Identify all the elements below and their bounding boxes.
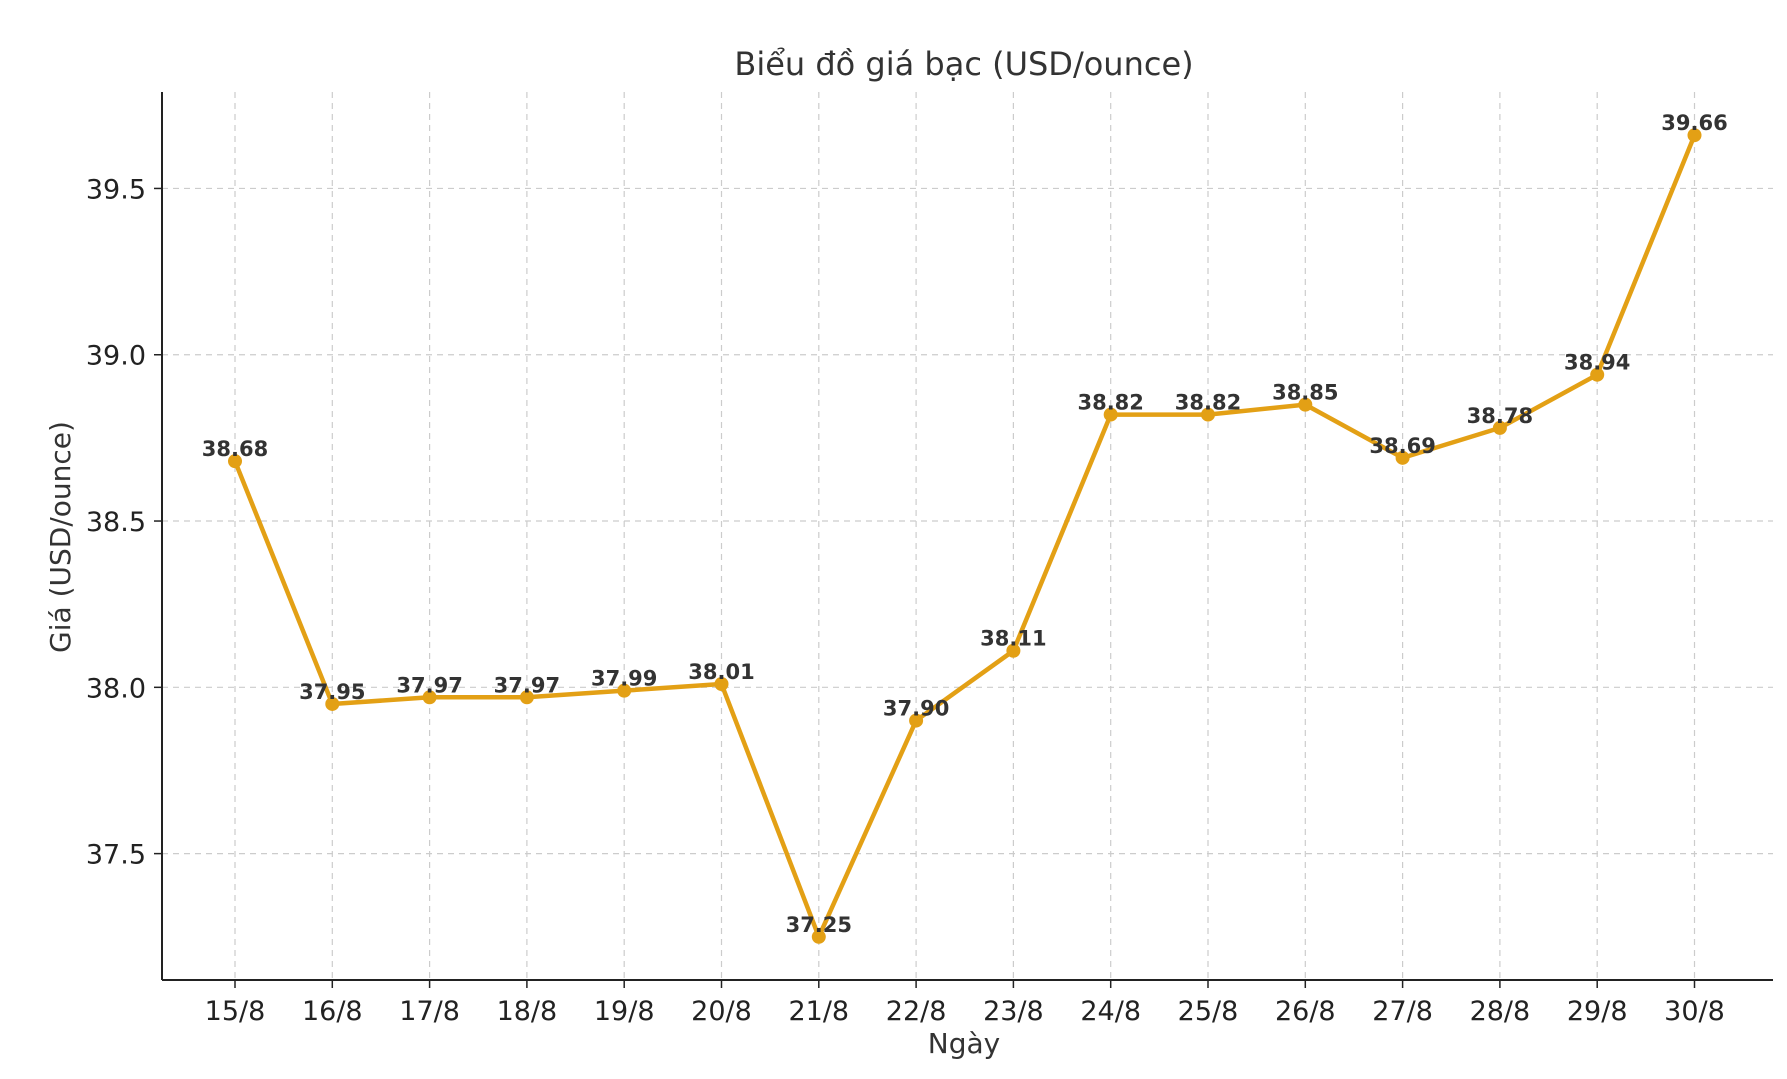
x-tick-label: 28/8: [1470, 996, 1531, 1027]
data-point: [1590, 367, 1605, 382]
data-point: [714, 677, 729, 691]
y-tick-label: 38.5: [86, 507, 146, 538]
x-tick-label: 22/8: [886, 996, 947, 1027]
data-label: 38.82: [1077, 391, 1143, 415]
data-labels: 38.68 37.95 37.97 37.97 37.99 38.01 37.25 37.90…: [202, 111, 1728, 937]
x-tick-label: 15/8: [205, 996, 266, 1027]
data-point: [1492, 420, 1507, 435]
x-tick-label: 17/8: [399, 996, 460, 1027]
data-point: [325, 696, 340, 711]
series: [228, 128, 1702, 944]
data-label: 38.01: [688, 660, 754, 684]
data-label: 37.99: [591, 667, 657, 691]
y-tick-label: 37.5: [86, 840, 146, 871]
x-tick-label: 23/8: [983, 996, 1044, 1027]
x-tick-label: 18/8: [497, 996, 558, 1027]
data-point: [1687, 128, 1702, 143]
data-point: [1395, 450, 1410, 465]
data-label: 37.95: [299, 680, 365, 704]
y-axis-label: Giá (USD/ounce): [44, 421, 77, 653]
x-tick-label: 24/8: [1080, 996, 1141, 1027]
grid: [162, 92, 1773, 980]
y-tick-label: 39.0: [86, 341, 146, 372]
x-tick-label: 19/8: [594, 996, 655, 1027]
x-tick-label: 20/8: [691, 996, 752, 1027]
data-point: [1201, 407, 1215, 422]
x-tick-label: 21/8: [788, 996, 849, 1027]
data-point: [422, 690, 437, 705]
x-tick-label: 25/8: [1178, 996, 1239, 1027]
data-label: 38.11: [980, 627, 1046, 651]
x-tick-label: 26/8: [1275, 996, 1336, 1027]
data-point: [811, 929, 826, 944]
data-label: 37.97: [494, 673, 560, 697]
data-point: [1103, 407, 1118, 422]
data-point: [1006, 643, 1021, 658]
data-label: 38.68: [202, 437, 268, 461]
data-point: [909, 713, 924, 728]
x-tick-label: 30/8: [1664, 996, 1725, 1027]
data-label: 38.69: [1369, 434, 1435, 458]
data-point: [617, 683, 632, 698]
data-label: 38.82: [1175, 391, 1241, 415]
y-tick-label: 38.0: [86, 673, 146, 704]
axes: [154, 92, 1773, 988]
data-point: [228, 454, 242, 469]
tick-labels: 15/8 16/8 17/8 18/8 19/8 20/8 21/8 22/8 23/8 24/8…: [86, 174, 1725, 1027]
data-label: 37.90: [883, 697, 949, 721]
x-tick-label: 29/8: [1567, 996, 1628, 1027]
x-tick-label: 27/8: [1372, 996, 1433, 1027]
x-tick-label: 16/8: [302, 996, 363, 1027]
data-point: [519, 690, 534, 705]
x-axis-label: Ngày: [928, 1027, 1000, 1060]
data-label: 38.94: [1564, 351, 1630, 375]
data-label: 38.85: [1272, 381, 1338, 405]
price-line: [232, 132, 1697, 940]
data-label: 37.97: [396, 673, 462, 697]
chart-title: Biểu đồ giá bạc (USD/ounce): [734, 45, 1193, 83]
y-tick-label: 39.5: [86, 174, 146, 205]
data-point: [1298, 397, 1313, 412]
data-label: 39.66: [1661, 111, 1727, 135]
data-label: 38.78: [1467, 404, 1533, 428]
data-label: 37.25: [786, 913, 852, 937]
